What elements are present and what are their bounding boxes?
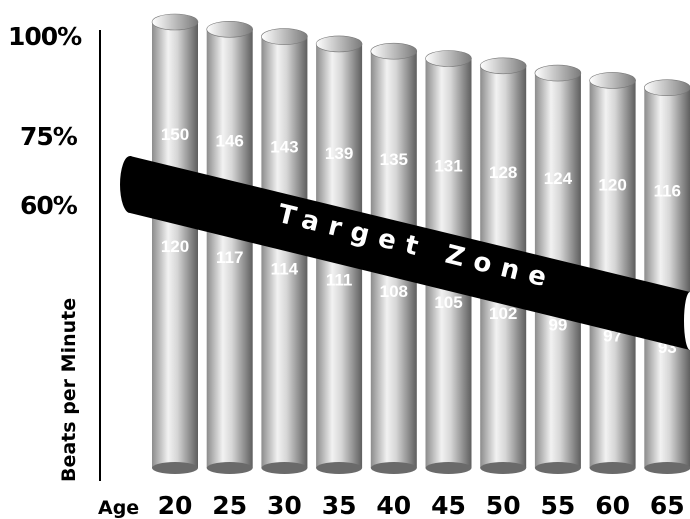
upper-value-label: 139: [325, 144, 353, 163]
upper-value-label: 146: [216, 131, 244, 150]
upper-value-labels: 150 146 143 139 135 131 128 124 120 116: [161, 125, 681, 201]
x-tick-60: 60: [595, 491, 630, 519]
x-tick-25: 25: [212, 491, 247, 519]
x-tick-65: 65: [650, 491, 685, 519]
x-tick-50: 50: [486, 491, 521, 519]
x-tick-40: 40: [376, 491, 411, 519]
y-tick-100: 100%: [8, 22, 82, 51]
cylinder-bar-age-65: [644, 79, 690, 474]
x-tick-45: 45: [431, 491, 466, 519]
upper-value-label: 131: [434, 157, 462, 176]
target-zone-band-body: [130, 156, 690, 350]
lower-value-label: 120: [161, 237, 189, 256]
y-tick-75: 75%: [20, 122, 78, 151]
cylinder-bar-age-25: [206, 20, 253, 474]
upper-value-label: 116: [654, 182, 681, 201]
upper-value-label: 143: [270, 138, 298, 157]
lower-value-label: 114: [271, 259, 299, 278]
upper-value-label: 128: [489, 163, 517, 182]
y-axis-title: Beats per Minute: [58, 298, 80, 482]
x-tick-30: 30: [267, 491, 302, 519]
cylinder-bar-age-20: [151, 13, 199, 474]
x-tick-55: 55: [541, 491, 576, 519]
x-tick-20: 20: [158, 491, 193, 519]
x-tick-35: 35: [322, 491, 357, 519]
lower-value-label: 117: [216, 248, 243, 267]
upper-value-label: 150: [161, 125, 189, 144]
x-axis-title: Age: [98, 497, 139, 519]
lower-value-label: 111: [326, 271, 353, 290]
lower-value-label: 102: [489, 304, 517, 323]
y-tick-60: 60%: [20, 191, 78, 220]
x-tick-labels: 20 25 30 35 40 45 50 55 60 65: [158, 491, 685, 519]
lower-value-label: 99: [548, 315, 567, 334]
lower-value-label: 108: [380, 282, 408, 301]
upper-value-label: 135: [380, 150, 408, 169]
lower-value-label: 105: [434, 293, 462, 312]
upper-value-label: 124: [544, 169, 573, 188]
upper-value-label: 120: [598, 175, 626, 194]
